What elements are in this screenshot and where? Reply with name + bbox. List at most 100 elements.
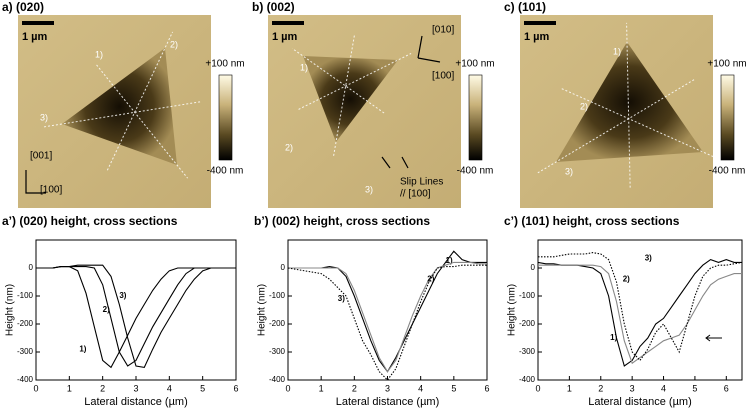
x-tick-label: 5	[200, 383, 205, 393]
x-tick-label: 5	[692, 383, 697, 393]
y-tick-label: 0	[531, 263, 536, 272]
y-tick-label: -400	[269, 375, 286, 384]
image-annotation: 3)	[565, 166, 573, 176]
scale-bar	[524, 21, 556, 25]
x-tick-label: 3	[385, 383, 390, 393]
y-tick-label: 0	[281, 263, 286, 272]
section-line	[333, 35, 355, 157]
y-tick-label: -100	[269, 291, 286, 300]
afm-image	[268, 15, 461, 208]
x-tick-label: 2	[100, 383, 105, 393]
x-tick-label: 0	[33, 383, 38, 393]
colorbar	[720, 74, 735, 161]
colorbar	[468, 74, 483, 161]
y-tick-label: -300	[519, 347, 536, 356]
series-line	[36, 266, 236, 369]
x-axis-label: Lateral distance (µm)	[336, 396, 440, 408]
colorbar-max: +100 nm	[707, 59, 746, 70]
chart-title: a’) (020) height, cross sections	[2, 214, 178, 228]
y-tick-label: -300	[269, 347, 286, 356]
section-line	[626, 22, 631, 188]
x-tick-label: 1	[319, 383, 324, 393]
series-label: 2)	[427, 274, 434, 283]
y-tick-label: -300	[17, 347, 34, 356]
series-label: 3)	[119, 291, 126, 300]
series-label: 1)	[79, 344, 86, 353]
x-tick-label: 2	[598, 383, 603, 393]
plot-frame	[537, 239, 743, 381]
x-tick-label: 2	[352, 383, 357, 393]
series-label: 3)	[645, 253, 652, 262]
y-tick-label: -400	[17, 375, 34, 384]
x-tick-label: 5	[451, 383, 456, 393]
indent	[303, 56, 398, 142]
scale-bar-label: 1 µm	[272, 31, 298, 43]
series-label: 1)	[446, 256, 453, 265]
x-tick-label: 4	[167, 383, 172, 393]
x-tick-label: 6	[233, 383, 238, 393]
panel-title: b) (002)	[252, 0, 295, 14]
panel-title: c) (101)	[504, 0, 546, 14]
y-tick-label: -200	[17, 319, 34, 328]
series-label: 1)	[610, 333, 617, 342]
x-tick-label: 3	[133, 383, 138, 393]
y-tick-label: 0	[29, 263, 34, 272]
colorbar-max: +100 nm	[205, 59, 244, 70]
series-line	[288, 261, 487, 373]
x-axis-label: Lateral distance (µm)	[588, 396, 692, 408]
image-annotation: 1)	[95, 49, 103, 59]
colorbar-max: +100 nm	[455, 59, 494, 70]
series-line	[36, 264, 236, 369]
image-annotation: 1)	[300, 62, 308, 72]
x-tick-label: 6	[484, 383, 489, 393]
series-line	[538, 258, 742, 367]
series-line	[288, 250, 487, 373]
series-line	[36, 266, 236, 367]
y-tick-label: -100	[17, 291, 34, 300]
image-annotation: 3)	[40, 112, 48, 122]
x-tick-label: 4	[661, 383, 666, 393]
panel-title: a) (020)	[2, 0, 44, 14]
x-tick-label: 0	[285, 383, 290, 393]
x-tick-label: 0	[535, 383, 540, 393]
colorbar-min: -400 nm	[709, 166, 746, 177]
x-tick-label: 3	[630, 383, 635, 393]
series-line	[538, 264, 742, 365]
image-annotation: 2)	[580, 101, 588, 111]
section-line	[106, 31, 174, 171]
arrow	[25, 170, 46, 194]
series-label: 2)	[103, 305, 110, 314]
plot-frame	[287, 239, 488, 381]
scale-bar	[22, 21, 54, 25]
arrow	[381, 156, 409, 169]
image-annotation: [010]	[432, 25, 454, 36]
y-tick-label: -200	[519, 319, 536, 328]
section-line	[298, 53, 412, 110]
image-annotation: 3)	[365, 184, 373, 194]
image-annotation: Slip Lines	[400, 177, 443, 188]
indent	[62, 48, 177, 165]
indent	[556, 42, 703, 162]
image-annotation: [100]	[432, 71, 454, 82]
x-tick-label: 6	[724, 383, 729, 393]
arrow	[417, 35, 441, 63]
colorbar-min: -400 nm	[207, 166, 244, 177]
series-label: 2)	[623, 274, 630, 283]
colorbar	[218, 74, 233, 161]
image-annotation: [100]	[40, 185, 62, 196]
series-line	[538, 252, 742, 362]
plot-frame	[35, 239, 237, 381]
image-annotation: 2)	[170, 39, 178, 49]
colorbar-min: -400 nm	[457, 166, 494, 177]
y-axis-label: Height (nm)	[257, 284, 268, 336]
x-tick-label: 4	[418, 383, 423, 393]
scale-bar-label: 1 µm	[22, 31, 48, 43]
y-tick-label: -200	[269, 319, 286, 328]
x-tick-label: 1	[567, 383, 572, 393]
scale-bar-label: 1 µm	[524, 31, 550, 43]
image-annotation: 2)	[285, 142, 293, 152]
scale-bar	[272, 21, 304, 25]
section-line	[292, 48, 385, 114]
y-axis-label: Height (nm)	[507, 284, 518, 336]
